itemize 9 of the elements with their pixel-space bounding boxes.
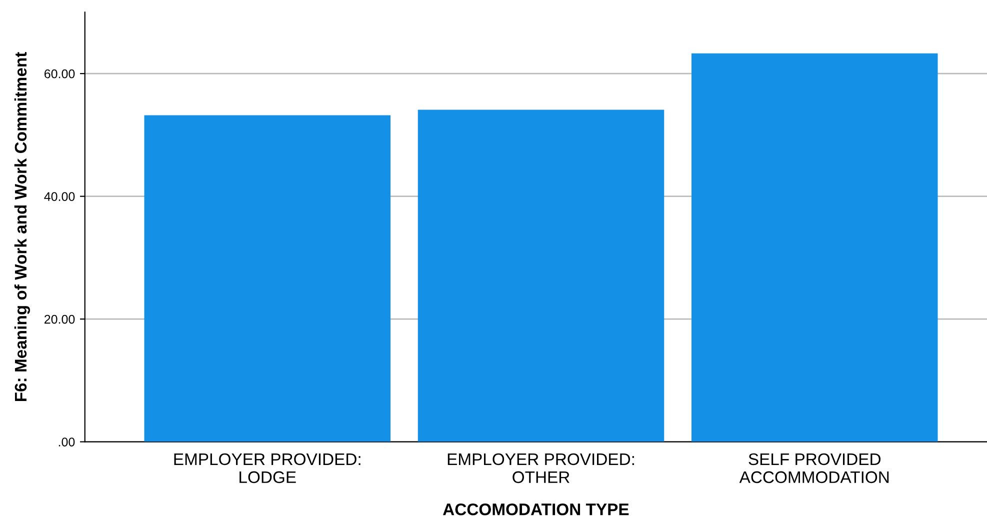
y-tick-label: 60.00 [44, 69, 75, 78]
y-tick-label: 40.00 [44, 192, 75, 201]
x-tick-label: SELF PROVIDED ACCOMMODATION [739, 453, 889, 484]
y-tick-label: .00 [58, 438, 75, 446]
x-tick-label: EMPLOYER PROVIDED: OTHER [448, 453, 634, 484]
x-tick-label: EMPLOYER PROVIDED: LODGE [174, 453, 360, 484]
y-axis-title: F6: Meaning of Work and Work Commitment [14, 52, 30, 402]
x-axis-title: ACCOMODATION TYPE [442, 504, 629, 516]
y-tick-label: 20.00 [44, 314, 75, 324]
